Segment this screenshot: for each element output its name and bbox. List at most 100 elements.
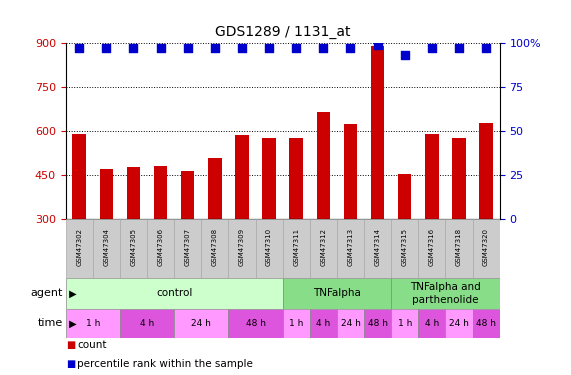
Text: 1 h: 1 h	[397, 319, 412, 328]
Bar	[174, 309, 228, 338]
Bar	[391, 219, 418, 278]
Point	[455, 45, 464, 51]
Bar	[73, 134, 86, 219]
Bar	[66, 219, 93, 278]
Text: GSM47316: GSM47316	[429, 228, 435, 266]
Bar	[391, 278, 500, 309]
Text: GDS1289 / 1131_at: GDS1289 / 1131_at	[215, 26, 351, 39]
Point	[183, 45, 192, 51]
Point	[238, 45, 247, 51]
Text: 24 h: 24 h	[340, 319, 360, 328]
Bar	[235, 135, 249, 219]
Bar	[425, 134, 439, 219]
Bar	[283, 278, 391, 309]
Bar	[337, 219, 364, 278]
Bar	[181, 171, 195, 219]
Bar	[283, 219, 309, 278]
Point	[373, 42, 382, 48]
Bar	[255, 219, 283, 278]
Text: 48 h: 48 h	[476, 319, 496, 328]
Text: GSM47309: GSM47309	[239, 228, 245, 266]
Point	[481, 45, 490, 51]
Bar	[120, 309, 174, 338]
Text: ▶: ▶	[66, 288, 77, 298]
Point	[210, 45, 219, 51]
Text: count: count	[77, 340, 107, 350]
Bar	[208, 158, 222, 219]
Text: 1 h: 1 h	[289, 319, 303, 328]
Point	[427, 45, 436, 51]
Bar	[309, 309, 337, 338]
Bar	[418, 309, 445, 338]
Bar	[445, 309, 473, 338]
Bar	[473, 219, 500, 278]
Bar	[452, 138, 466, 219]
Bar	[445, 219, 473, 278]
Bar	[364, 219, 391, 278]
Bar	[147, 219, 174, 278]
Bar	[344, 124, 357, 219]
Text: 48 h: 48 h	[246, 319, 266, 328]
Text: GSM47305: GSM47305	[130, 228, 136, 266]
Text: GSM47310: GSM47310	[266, 228, 272, 266]
Point	[129, 45, 138, 51]
Bar	[99, 170, 113, 219]
Point	[75, 45, 84, 51]
Bar	[337, 309, 364, 338]
Text: GSM47315: GSM47315	[401, 228, 408, 266]
Bar	[391, 309, 418, 338]
Bar	[364, 309, 391, 338]
Text: time: time	[38, 318, 63, 328]
Text: ■: ■	[66, 359, 75, 369]
Bar	[398, 174, 412, 219]
Bar	[473, 309, 500, 338]
Bar	[316, 112, 330, 219]
Bar	[479, 123, 493, 219]
Bar	[371, 46, 384, 219]
Text: GSM47307: GSM47307	[184, 228, 191, 266]
Point	[156, 45, 165, 51]
Text: GSM47304: GSM47304	[103, 228, 110, 266]
Point	[102, 45, 111, 51]
Bar	[262, 138, 276, 219]
Bar	[283, 309, 309, 338]
Text: GSM47312: GSM47312	[320, 228, 327, 266]
Text: 4 h: 4 h	[425, 319, 439, 328]
Text: GSM47306: GSM47306	[158, 228, 164, 266]
Bar	[127, 166, 140, 219]
Text: ▶: ▶	[66, 318, 77, 328]
Point	[292, 45, 301, 51]
Text: 48 h: 48 h	[368, 319, 388, 328]
Text: GSM47313: GSM47313	[347, 228, 353, 266]
Text: TNFalpha and
parthenolide: TNFalpha and parthenolide	[410, 282, 481, 304]
Text: 24 h: 24 h	[191, 319, 211, 328]
Text: GSM47320: GSM47320	[483, 228, 489, 266]
Bar	[418, 219, 445, 278]
Text: GSM47318: GSM47318	[456, 228, 462, 266]
Bar	[174, 219, 202, 278]
Point	[319, 45, 328, 51]
Text: control: control	[156, 288, 192, 298]
Bar	[289, 138, 303, 219]
Text: 4 h: 4 h	[140, 319, 154, 328]
Bar	[120, 219, 147, 278]
Bar	[66, 278, 283, 309]
Bar	[154, 166, 167, 219]
Bar	[309, 219, 337, 278]
Text: 4 h: 4 h	[316, 319, 331, 328]
Bar	[228, 309, 283, 338]
Text: agent: agent	[30, 288, 63, 298]
Bar	[202, 219, 228, 278]
Text: GSM47308: GSM47308	[212, 228, 218, 266]
Text: GSM47311: GSM47311	[293, 228, 299, 266]
Bar	[228, 219, 255, 278]
Bar	[66, 309, 120, 338]
Text: ■: ■	[66, 340, 75, 350]
Text: 1 h: 1 h	[86, 319, 100, 328]
Text: percentile rank within the sample: percentile rank within the sample	[77, 359, 253, 369]
Text: 24 h: 24 h	[449, 319, 469, 328]
Point	[400, 53, 409, 58]
Point	[264, 45, 274, 51]
Text: GSM47302: GSM47302	[76, 228, 82, 266]
Text: GSM47314: GSM47314	[375, 228, 381, 266]
